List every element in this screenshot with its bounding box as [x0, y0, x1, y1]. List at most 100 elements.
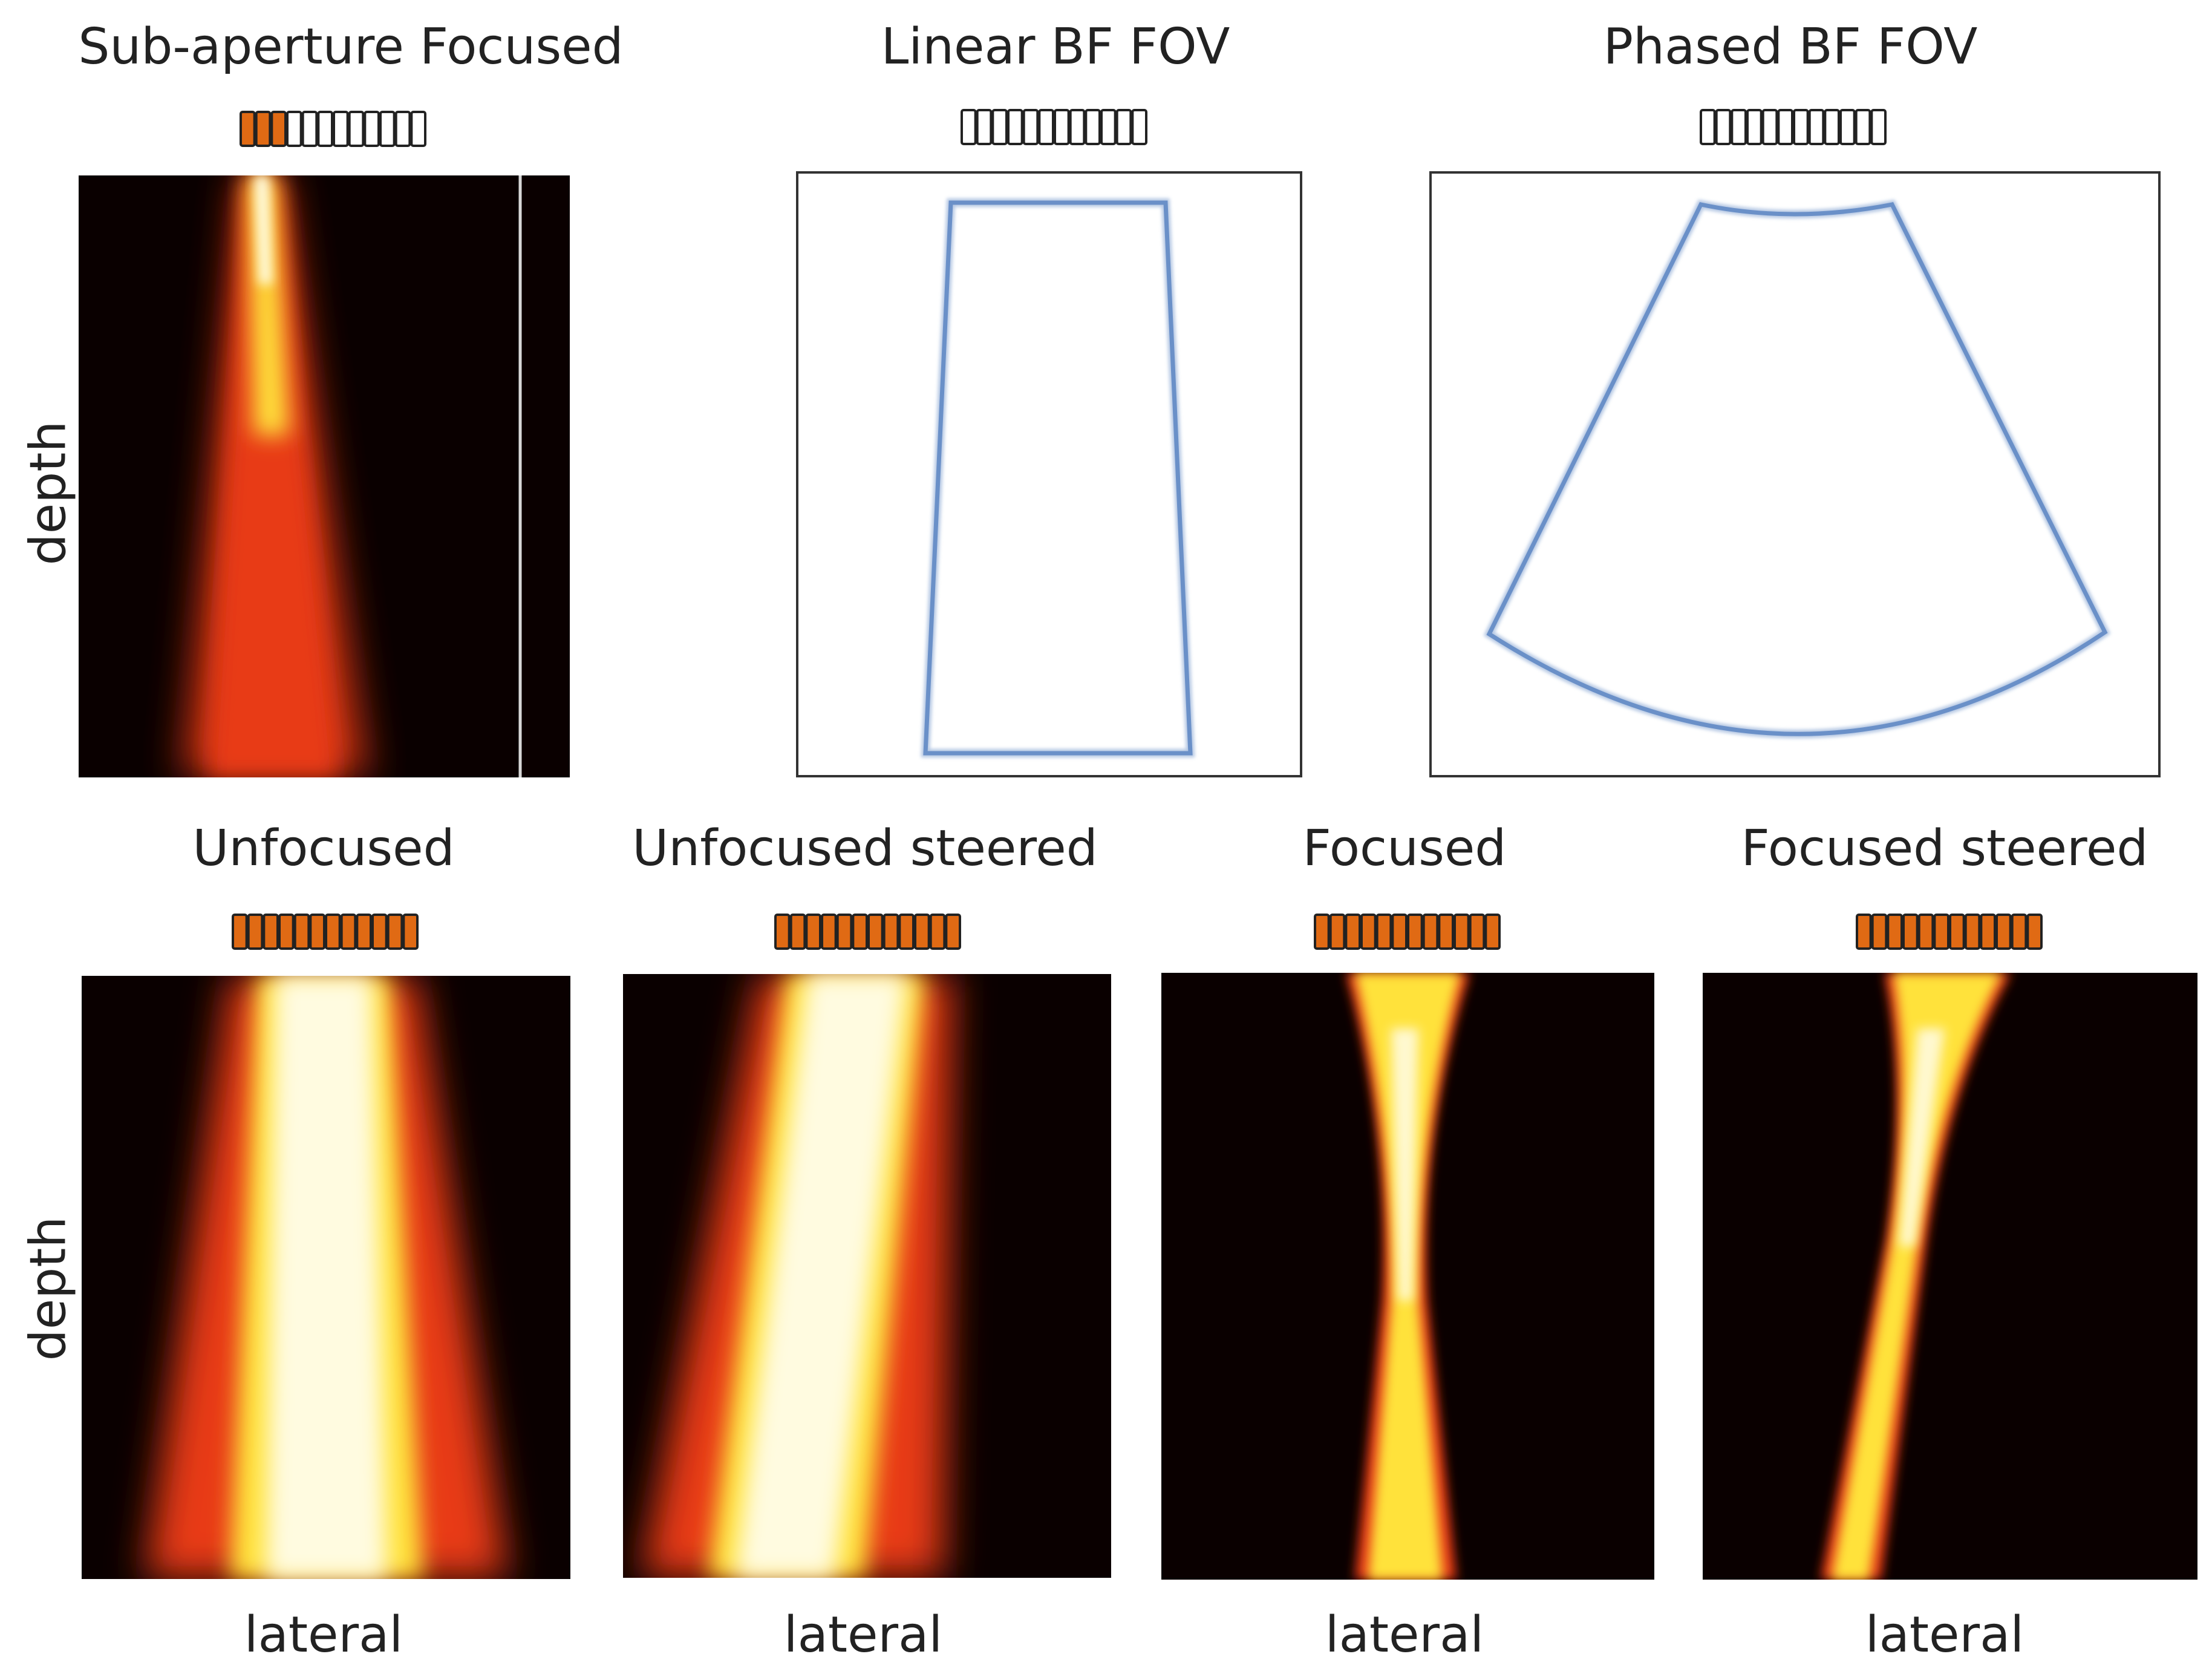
transducer-element-active — [1917, 914, 1934, 950]
transducer-element-active — [1964, 914, 1981, 950]
transducer-element-active — [1933, 914, 1950, 950]
transducer-element-active — [325, 914, 341, 950]
transducer-element-inactive — [1793, 109, 1809, 145]
transducer-array-sub-aperture — [240, 111, 427, 147]
beam-core — [254, 175, 272, 284]
transducer-element-inactive — [1131, 109, 1147, 145]
transducer-element-active — [1887, 914, 1904, 950]
transducer-element-active — [821, 914, 837, 950]
transducer-element-active — [1422, 914, 1439, 950]
transducer-element-active — [1407, 914, 1423, 950]
beam-map-focused-steered — [1703, 973, 2197, 1580]
transducer-element-inactive — [1007, 109, 1023, 145]
transducer-element-active — [852, 914, 868, 950]
beam-core — [735, 974, 907, 1578]
transducer-element-active — [1949, 914, 1965, 950]
transducer-element-inactive — [1870, 109, 1887, 145]
transducer-element-active — [805, 914, 821, 950]
beam-core — [1899, 1028, 1945, 1246]
transducer-element-inactive — [1855, 109, 1871, 145]
transducer-element-active — [247, 914, 264, 950]
title-unfocused: Unfocused — [192, 820, 455, 877]
transducer-element-active — [1856, 914, 1872, 950]
transducer-element-active — [789, 914, 806, 950]
fov-frame-phased — [1429, 171, 2161, 777]
transducer-element-active — [1314, 914, 1330, 950]
beam-map-unfocused-steered — [623, 974, 1111, 1578]
transducer-element-active — [1871, 914, 1888, 950]
transducer-element-inactive — [333, 111, 349, 147]
transducer-element-active — [356, 914, 373, 950]
transducer-element-inactive — [317, 111, 334, 147]
beam-core — [266, 976, 387, 1579]
transducer-element-inactive — [1115, 109, 1132, 145]
beam-yellow — [1832, 973, 2002, 1580]
transducer-element-inactive — [961, 109, 977, 145]
transducer-element-inactive — [1839, 109, 1856, 145]
transducer-element-active — [340, 914, 357, 950]
transducer-element-active — [883, 914, 899, 950]
transducer-element-active — [1360, 914, 1377, 950]
transducer-element-inactive — [410, 111, 427, 147]
transducer-element-inactive — [1038, 109, 1054, 145]
transducer-array-focused-steered — [1856, 914, 2043, 950]
transducer-element-active — [1484, 914, 1501, 950]
xlabel-lateral-unfocused-steered: lateral — [783, 1606, 943, 1664]
transducer-element-active — [2011, 914, 2028, 950]
transducer-element-inactive — [991, 109, 1008, 145]
transducer-element-active — [278, 914, 295, 950]
transducer-element-active — [914, 914, 930, 950]
transducer-array-unfocused-steered — [774, 914, 961, 950]
beam-mid — [209, 175, 339, 777]
transducer-array-unfocused — [232, 914, 419, 950]
transducer-element-inactive — [1761, 109, 1778, 145]
transducer-element-active — [1995, 914, 2012, 950]
transducer-element-inactive — [1022, 109, 1039, 145]
title-focused-steered: Focused steered — [1741, 820, 2148, 877]
transducer-element-active — [1980, 914, 1997, 950]
transducer-element-active — [240, 111, 256, 147]
beam-map-sub-aperture-focused — [79, 175, 570, 777]
xlabel-lateral-focused-steered: lateral — [1865, 1606, 2024, 1664]
transducer-element-active — [1391, 914, 1408, 950]
transducer-element-inactive — [1824, 109, 1841, 145]
transducer-element-inactive — [1054, 109, 1070, 145]
transducer-element-active — [945, 914, 961, 950]
transducer-element-active — [929, 914, 946, 950]
transducer-element-inactive — [1731, 109, 1747, 145]
transducer-element-active — [1453, 914, 1470, 950]
transducer-element-inactive — [1808, 109, 1825, 145]
title-unfocused-steered: Unfocused steered — [632, 820, 1098, 877]
transducer-element-active — [1345, 914, 1362, 950]
transducer-element-inactive — [976, 109, 993, 145]
title-sub-aperture-focused: Sub-aperture Focused — [78, 18, 624, 76]
transducer-element-inactive — [1777, 109, 1794, 145]
xlabel-lateral-unfocused: lateral — [244, 1606, 403, 1664]
transducer-element-active — [387, 914, 403, 950]
transducer-element-active — [293, 914, 310, 950]
transducer-element-active — [774, 914, 791, 950]
transducer-element-inactive — [301, 111, 318, 147]
transducer-element-active — [2026, 914, 2043, 950]
title-phased-bf-fov: Phased BF FOV — [1603, 18, 1978, 76]
transducer-element-active — [1469, 914, 1486, 950]
transducer-element-inactive — [348, 111, 365, 147]
xlabel-lateral-focused: lateral — [1325, 1606, 1484, 1664]
title-focused: Focused — [1302, 820, 1507, 877]
transducer-element-active — [836, 914, 853, 950]
transducer-element-active — [263, 914, 279, 950]
transducer-array-focused — [1314, 914, 1501, 950]
transducer-array-phased — [1700, 109, 1887, 145]
transducer-element-active — [232, 914, 248, 950]
transducer-element-active — [402, 914, 419, 950]
transducer-element-inactive — [1100, 109, 1117, 145]
transducer-array-linear — [961, 109, 1147, 145]
transducer-element-active — [255, 111, 272, 147]
transducer-element-active — [1902, 914, 1919, 950]
transducer-element-inactive — [364, 111, 380, 147]
transducer-element-inactive — [1700, 109, 1716, 145]
transducer-element-active — [898, 914, 915, 950]
transducer-element-active — [371, 914, 388, 950]
beam-core — [1391, 1028, 1418, 1301]
